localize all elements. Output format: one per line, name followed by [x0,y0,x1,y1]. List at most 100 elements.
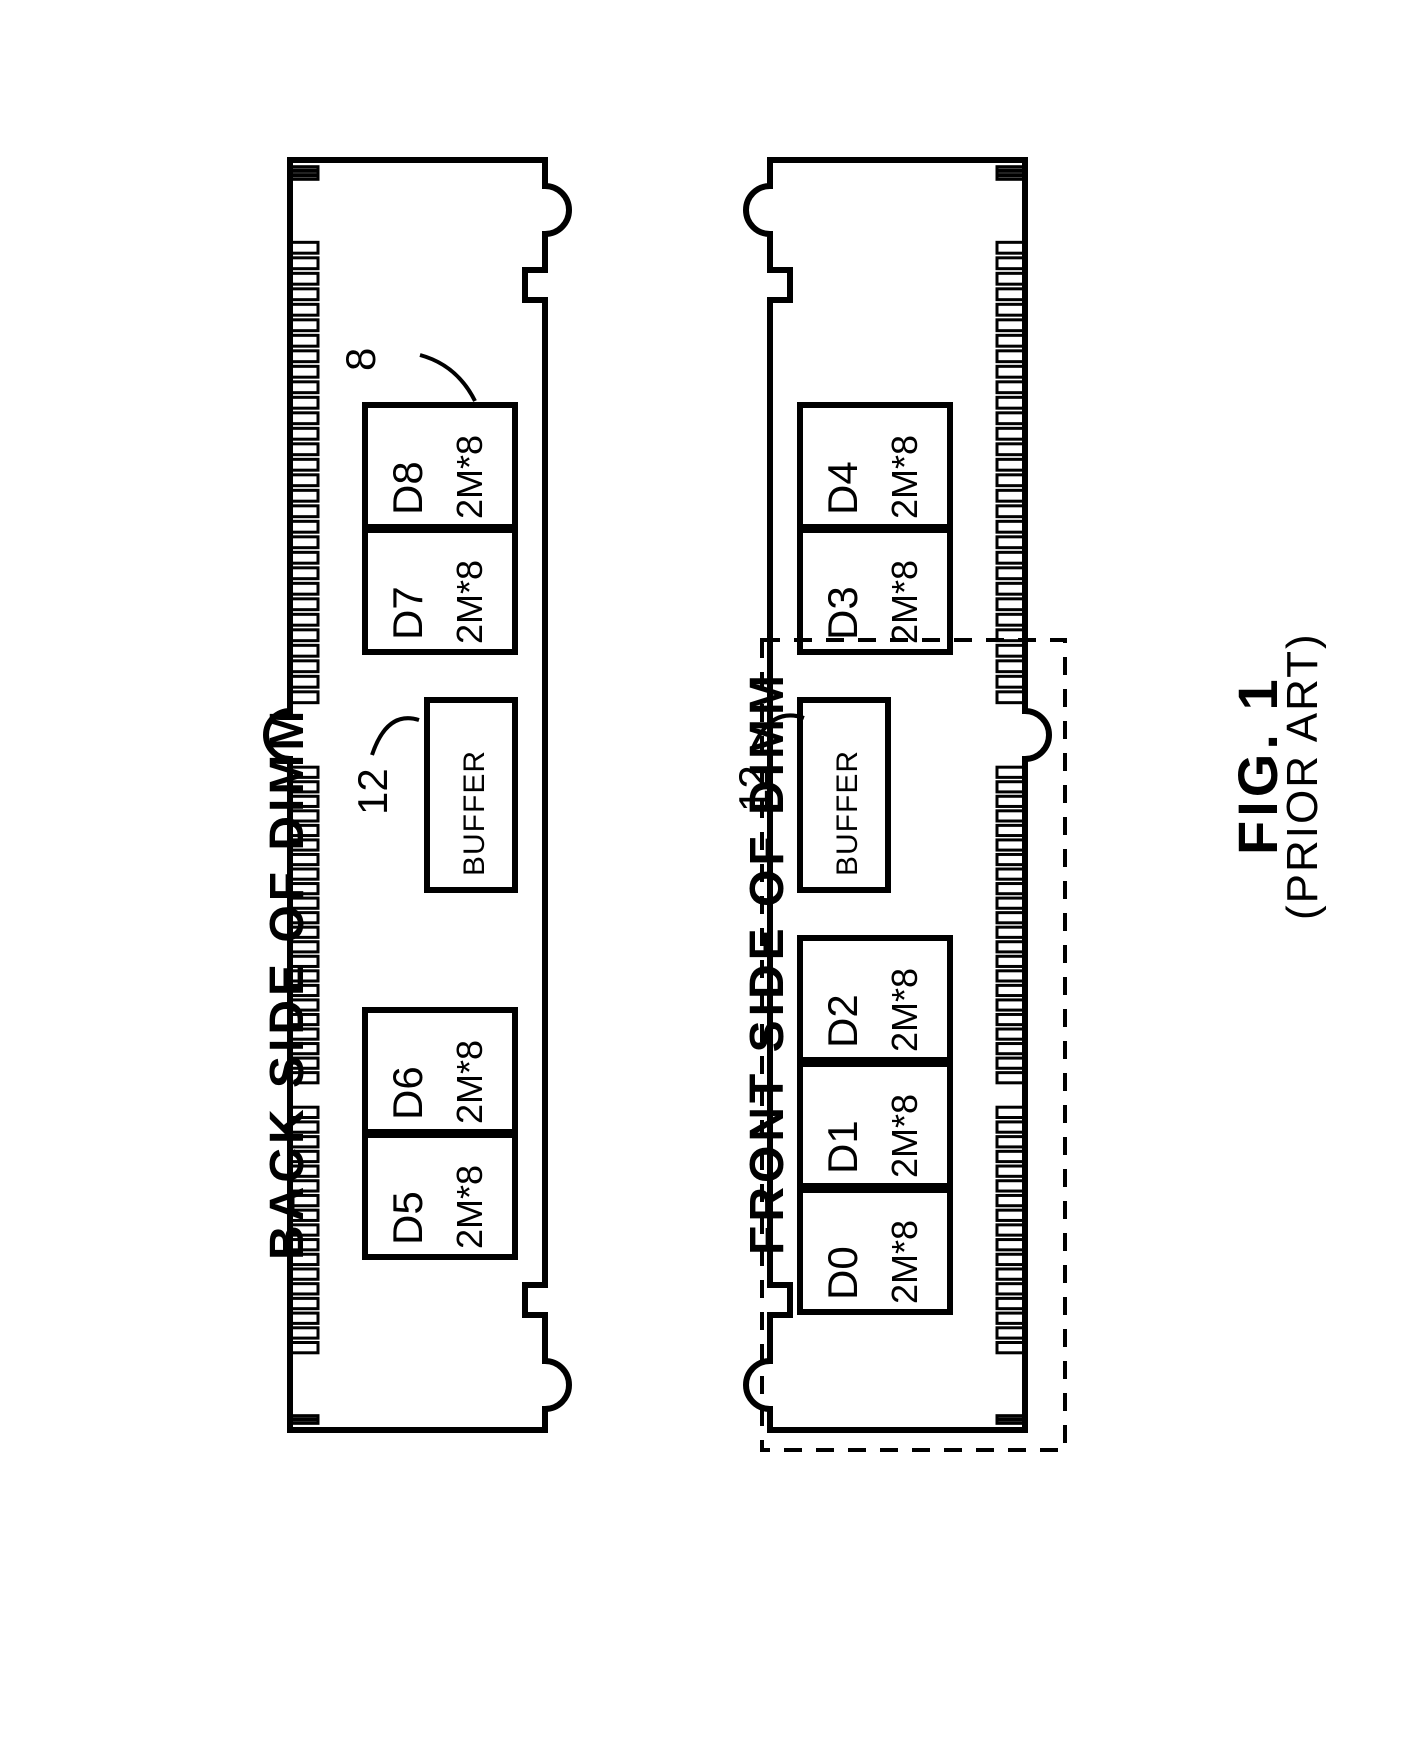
chip-name: D3 [819,586,866,640]
edge-contact [997,475,1025,486]
edge-contact [997,1328,1025,1338]
edge-contact [997,1210,1025,1220]
edge-contact [997,676,1025,687]
edge-contact [997,599,1025,610]
edge-contact [290,382,318,393]
chip-name: D8 [384,461,431,515]
edge-contact [997,898,1025,908]
edge-contact [997,661,1025,672]
edge-contact [997,521,1025,532]
edge-contact [997,444,1025,455]
edge-contact [997,1107,1025,1117]
edge-contact [290,630,318,641]
edge-contact [290,171,318,174]
edge-contact [290,397,318,408]
chip-spec: 2M*8 [884,1220,925,1304]
edge-contact [997,956,1025,966]
edge-contact [997,289,1025,300]
edge-contact [290,661,318,672]
edge-contact [997,397,1025,408]
edge-contact [997,1029,1025,1039]
chip-spec: 2M*8 [449,1040,490,1124]
diagram-svg: D52M*8D62M*8D72M*8D82M*8BUFFER128D02M*8D… [0,0,1404,1753]
edge-contact [997,335,1025,346]
edge-contact [290,1420,318,1423]
edge-contact [290,1284,318,1294]
edge-contact [997,942,1025,952]
edge-contact [997,854,1025,864]
edge-contact [997,825,1025,835]
edge-contact [290,599,318,610]
edge-contact [997,351,1025,362]
edge-contact [290,167,318,170]
edge-contact [997,568,1025,579]
edge-contact [290,413,318,424]
edge-contact [997,1044,1025,1054]
edge-contact [997,1137,1025,1147]
edge-contact [997,273,1025,284]
edge-contact [290,304,318,315]
edge-contact [290,645,318,656]
edge-contact [997,796,1025,806]
edge-contact [997,1343,1025,1353]
ref-number: 8 [337,348,384,371]
edge-contact [290,335,318,346]
edge-contact [997,811,1025,821]
edge-contact [997,242,1025,253]
edge-contact [997,506,1025,517]
edge-contact [997,913,1025,923]
edge-contact [997,428,1025,439]
edge-contact [997,1298,1025,1308]
edge-contact [997,869,1025,879]
edge-contact [997,1000,1025,1010]
edge-contact [290,258,318,269]
edge-contact [997,1014,1025,1024]
edge-contact [997,320,1025,331]
edge-contact [290,273,318,284]
chip-spec: 2M*8 [449,560,490,644]
leader-line [372,718,419,755]
edge-contact [997,413,1025,424]
edge-contact [997,1416,1025,1419]
chip-name: D0 [819,1246,866,1300]
edge-contact [997,1313,1025,1323]
chip-spec: 2M*8 [884,560,925,644]
figure-subtitle: (PRIOR ART) [1278,632,1328,920]
edge-contact [290,444,318,455]
edge-contact [997,1181,1025,1191]
edge-contact [997,176,1025,179]
chip-spec: 2M*8 [449,435,490,519]
edge-contact [290,351,318,362]
edge-contact [290,1343,318,1353]
edge-contact [290,537,318,548]
front-title: FRONT SIDE OF DIMM [740,671,795,1255]
edge-contact [997,1240,1025,1250]
edge-contact [997,459,1025,470]
edge-contact [997,645,1025,656]
edge-contact [997,1269,1025,1279]
edge-contact [997,692,1025,703]
edge-contact [290,242,318,253]
edge-contact [997,614,1025,625]
edge-contact [997,171,1025,174]
edge-contact [290,552,318,563]
edge-contact [997,1284,1025,1294]
edge-contact [997,1166,1025,1176]
ref-number: 12 [349,768,396,815]
edge-contact [997,537,1025,548]
back-title: BACK SIDE OF DIMM [260,707,315,1260]
edge-contact [997,258,1025,269]
edge-contact [997,552,1025,563]
edge-contact [997,782,1025,792]
edge-contact [290,1328,318,1338]
chip-name: D5 [384,1191,431,1245]
edge-contact [290,490,318,501]
leader-line [420,355,475,401]
diagram-canvas: D52M*8D62M*8D72M*8D82M*8BUFFER128D02M*8D… [0,0,1404,1753]
edge-contact [290,676,318,687]
edge-contact [997,840,1025,850]
chip-name: D2 [819,994,866,1048]
chip-spec: 2M*8 [884,435,925,519]
edge-contact [997,1058,1025,1068]
edge-contact [997,971,1025,981]
